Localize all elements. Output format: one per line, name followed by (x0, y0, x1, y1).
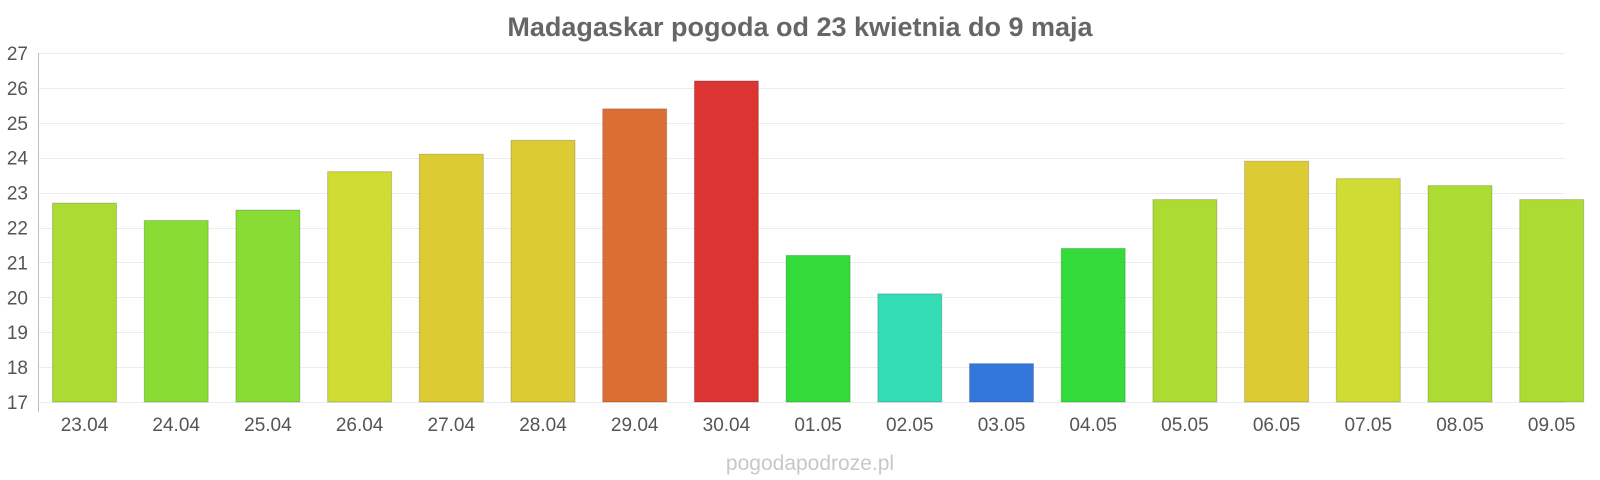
bar (969, 363, 1034, 403)
x-tick-label: 26.04 (336, 415, 384, 436)
x-tick-label: 07.05 (1345, 415, 1393, 436)
y-tick-label: 21 (7, 253, 28, 274)
x-tick-label: 02.05 (886, 415, 934, 436)
bar (1519, 199, 1585, 403)
x-tick-label: 04.05 (1069, 415, 1117, 436)
x-tick-label: 24.04 (152, 415, 200, 436)
bars (52, 80, 1585, 403)
bar (877, 293, 943, 403)
y-tick-label: 24 (7, 149, 29, 170)
chart-title: Madagaskar pogoda od 23 kwietnia do 9 ma… (507, 12, 1093, 42)
bar (1335, 178, 1401, 403)
y-tick-label: 23 (7, 184, 28, 205)
x-tick-label: 27.04 (428, 415, 476, 436)
x-axis-ticks: 23.04 24.04 25.04 26.04 27.04 28.04 29.04 30.04… (61, 415, 1576, 436)
bar (143, 220, 209, 403)
x-tick-label: 29.04 (611, 415, 659, 436)
bar (510, 139, 576, 403)
x-tick-label: 23.04 (61, 415, 109, 436)
watermark: pogodapodroze.pl (726, 452, 894, 475)
bar (1244, 160, 1310, 403)
y-tick-label: 20 (7, 288, 28, 309)
bar (52, 202, 117, 403)
y-tick-label: 22 (7, 219, 28, 240)
y-tick-label: 25 (7, 114, 28, 135)
bar (1152, 199, 1218, 403)
y-tick-label: 27 (7, 44, 28, 65)
x-tick-label: 25.04 (244, 415, 292, 436)
x-tick-label: 28.04 (519, 415, 567, 436)
x-tick-label: 03.05 (978, 415, 1026, 436)
bar (327, 171, 393, 403)
bar (1060, 247, 1126, 403)
y-tick-label: 18 (7, 358, 28, 379)
bar (693, 80, 759, 403)
bar (418, 153, 484, 403)
y-tick-label: 19 (7, 323, 28, 344)
bar (602, 108, 668, 403)
y-tick-label: 17 (7, 393, 28, 414)
bar (1427, 185, 1493, 403)
y-axis-ticks: 17 18 19 20 21 22 23 24 25 26 27 (7, 44, 29, 414)
bar (235, 209, 301, 403)
x-tick-label: 08.05 (1436, 415, 1484, 436)
bar (785, 254, 851, 403)
x-tick-label: 06.05 (1253, 415, 1301, 436)
x-tick-label: 09.05 (1528, 415, 1576, 436)
x-tick-label: 05.05 (1161, 415, 1209, 436)
y-tick-label: 26 (7, 79, 28, 100)
x-tick-label: 01.05 (794, 415, 842, 436)
x-tick-label: 30.04 (703, 415, 751, 436)
